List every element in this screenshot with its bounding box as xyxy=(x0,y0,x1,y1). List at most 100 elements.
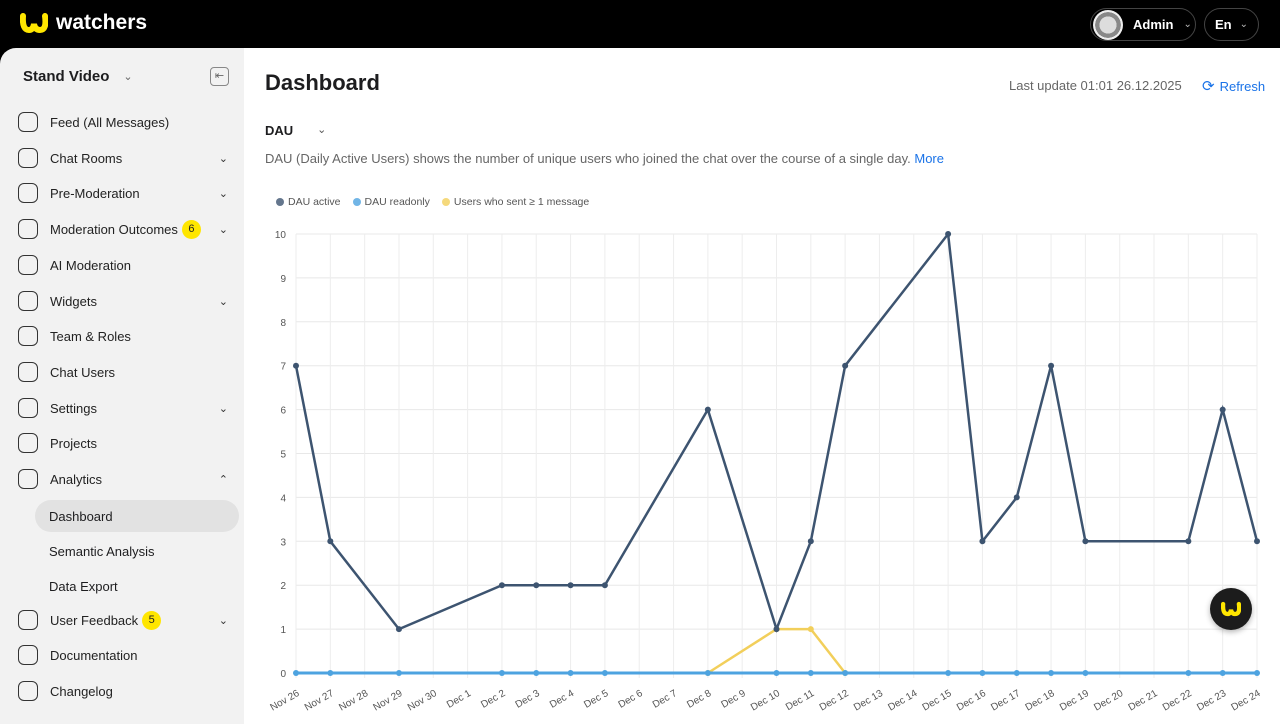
user-menu[interactable]: Admin ⌄ xyxy=(1090,8,1196,41)
x-tick-label: Dec 22 xyxy=(1161,688,1194,714)
y-tick-label: 1 xyxy=(280,625,286,636)
chevron-down-icon[interactable]: ⌄ xyxy=(218,223,228,236)
legend-item[interactable]: DAU readonly xyxy=(352,196,430,208)
sidebar-item-label: Documentation xyxy=(50,647,138,663)
data-point xyxy=(1219,406,1226,413)
user-feedback-icon xyxy=(18,610,38,630)
data-point xyxy=(945,231,952,237)
widgets-icon xyxy=(18,291,38,311)
y-tick-label: 10 xyxy=(275,230,287,241)
feed-all-messages-icon xyxy=(18,112,38,132)
sidebar-item-analytics[interactable]: Analytics ⌃ xyxy=(18,464,232,494)
data-point xyxy=(293,362,299,369)
x-tick-label: Dec 4 xyxy=(548,688,577,711)
chevron-down-icon[interactable]: ⌄ xyxy=(218,187,228,200)
legend-label: DAU active xyxy=(288,196,341,208)
sidebar-subitem-label: Data Export xyxy=(49,578,118,594)
data-point xyxy=(1185,670,1192,676)
sidebar-item-moderation-outcomes[interactable]: Moderation Outcomes 6 ⌄ xyxy=(18,214,232,244)
sidebar-item-pre-moderation[interactable]: Pre-Moderation ⌄ xyxy=(18,178,232,208)
legend-swatch xyxy=(352,198,361,206)
sidebar-item-widgets[interactable]: Widgets ⌄ xyxy=(18,286,232,316)
sidebar-subitem-dashboard[interactable]: Dashboard xyxy=(35,500,239,532)
documentation-icon xyxy=(18,645,38,665)
series-line-users-who-sent-1-message xyxy=(707,627,847,675)
x-tick-label: Dec 3 xyxy=(514,688,543,711)
data-point xyxy=(601,582,608,589)
logo[interactable]: watchers xyxy=(20,11,147,35)
chevron-down-icon[interactable]: ⌄ xyxy=(218,402,228,415)
x-tick-label: Nov 30 xyxy=(406,688,439,714)
user-name: Admin xyxy=(1133,17,1174,32)
language-label: En xyxy=(1214,17,1232,32)
data-point xyxy=(1013,670,1020,676)
x-tick-label: Dec 5 xyxy=(582,688,611,711)
data-point xyxy=(1185,538,1192,545)
x-tick-label: Dec 21 xyxy=(1127,688,1160,714)
support-chat-button[interactable] xyxy=(1210,588,1252,630)
more-link[interactable]: More xyxy=(914,151,944,166)
legend-item[interactable]: Users who sent ≥ 1 message xyxy=(441,196,590,208)
data-point xyxy=(704,406,711,413)
sidebar-item-settings[interactable]: Settings ⌄ xyxy=(18,393,232,423)
sidebar-item-documentation[interactable]: Documentation xyxy=(18,640,232,670)
sidebar-item-projects[interactable]: Projects xyxy=(18,428,232,458)
sidebar-item-feed-all-messages[interactable]: Feed (All Messages) xyxy=(18,107,232,137)
metric-select[interactable]: DAU ⌄ xyxy=(265,123,326,138)
legend-item[interactable]: DAU active xyxy=(276,196,341,208)
legend-label: Users who sent ≥ 1 message xyxy=(453,196,590,208)
data-point xyxy=(1048,362,1055,369)
chevron-down-icon[interactable]: ⌄ xyxy=(218,152,228,165)
sidebar-item-label: Settings xyxy=(50,400,97,416)
data-point xyxy=(1082,538,1089,545)
x-tick-label: Dec 15 xyxy=(921,688,954,714)
sidebar-item-changelog[interactable]: Changelog xyxy=(18,676,232,706)
collapse-sidebar-button[interactable]: ⇤ xyxy=(210,67,229,86)
data-point xyxy=(395,626,402,633)
x-tick-label: Nov 29 xyxy=(372,688,405,714)
sidebar-item-chat-users[interactable]: Chat Users xyxy=(18,357,232,387)
y-tick-label: 5 xyxy=(280,450,286,461)
data-point xyxy=(945,670,952,676)
sidebar-item-label: Projects xyxy=(50,435,97,451)
workspace-name: Stand Video xyxy=(23,68,110,85)
sidebar-item-team-roles[interactable]: Team & Roles xyxy=(18,321,232,351)
data-point xyxy=(567,670,574,676)
sidebar-item-label: Team & Roles xyxy=(50,328,131,344)
refresh-button[interactable]: ⟳ Refresh xyxy=(1202,77,1265,95)
chat-rooms-icon xyxy=(18,148,38,168)
sidebar-item-chat-rooms[interactable]: Chat Rooms ⌄ xyxy=(18,143,232,173)
x-tick-label: Dec 18 xyxy=(1024,688,1057,714)
data-point xyxy=(773,626,780,633)
y-tick-label: 6 xyxy=(280,406,286,417)
x-tick-label: Dec 17 xyxy=(989,688,1022,714)
sidebar-item-user-feedback[interactable]: User Feedback 5 ⌄ xyxy=(18,605,232,635)
x-tick-label: Dec 6 xyxy=(617,688,646,711)
x-tick-label: Dec 2 xyxy=(479,688,508,711)
data-point xyxy=(533,582,540,589)
sidebar-subitem-data-export[interactable]: Data Export xyxy=(35,570,239,602)
main-content: Dashboard Last update 01:01 26.12.2025 ⟳… xyxy=(244,48,1280,724)
sidebar-item-label: Feed (All Messages) xyxy=(50,114,170,130)
data-point xyxy=(601,670,608,676)
chevron-up-icon[interactable]: ⌃ xyxy=(218,473,228,486)
sidebar-subitem-semantic-analysis[interactable]: Semantic Analysis xyxy=(35,535,239,567)
data-point xyxy=(807,538,814,545)
legend-swatch xyxy=(276,198,284,206)
refresh-icon: ⟳ xyxy=(1202,78,1215,95)
x-tick-label: Dec 13 xyxy=(852,688,885,714)
language-select[interactable]: En ⌄ xyxy=(1204,8,1259,41)
chevron-down-icon[interactable]: ⌄ xyxy=(218,614,228,627)
count-badge: 5 xyxy=(142,610,162,630)
x-tick-label: Nov 27 xyxy=(303,688,336,714)
changelog-icon xyxy=(18,681,38,701)
chevron-down-icon: ⌄ xyxy=(317,124,327,136)
data-point xyxy=(1219,670,1226,676)
data-point xyxy=(979,670,986,676)
workspace-select[interactable]: Stand Video ⌄ xyxy=(23,68,133,85)
metric-label: DAU xyxy=(265,123,294,138)
team-roles-icon xyxy=(18,326,38,346)
refresh-label: Refresh xyxy=(1219,78,1266,94)
chevron-down-icon[interactable]: ⌄ xyxy=(218,295,228,308)
sidebar-item-ai-moderation[interactable]: AI Moderation xyxy=(18,250,232,280)
